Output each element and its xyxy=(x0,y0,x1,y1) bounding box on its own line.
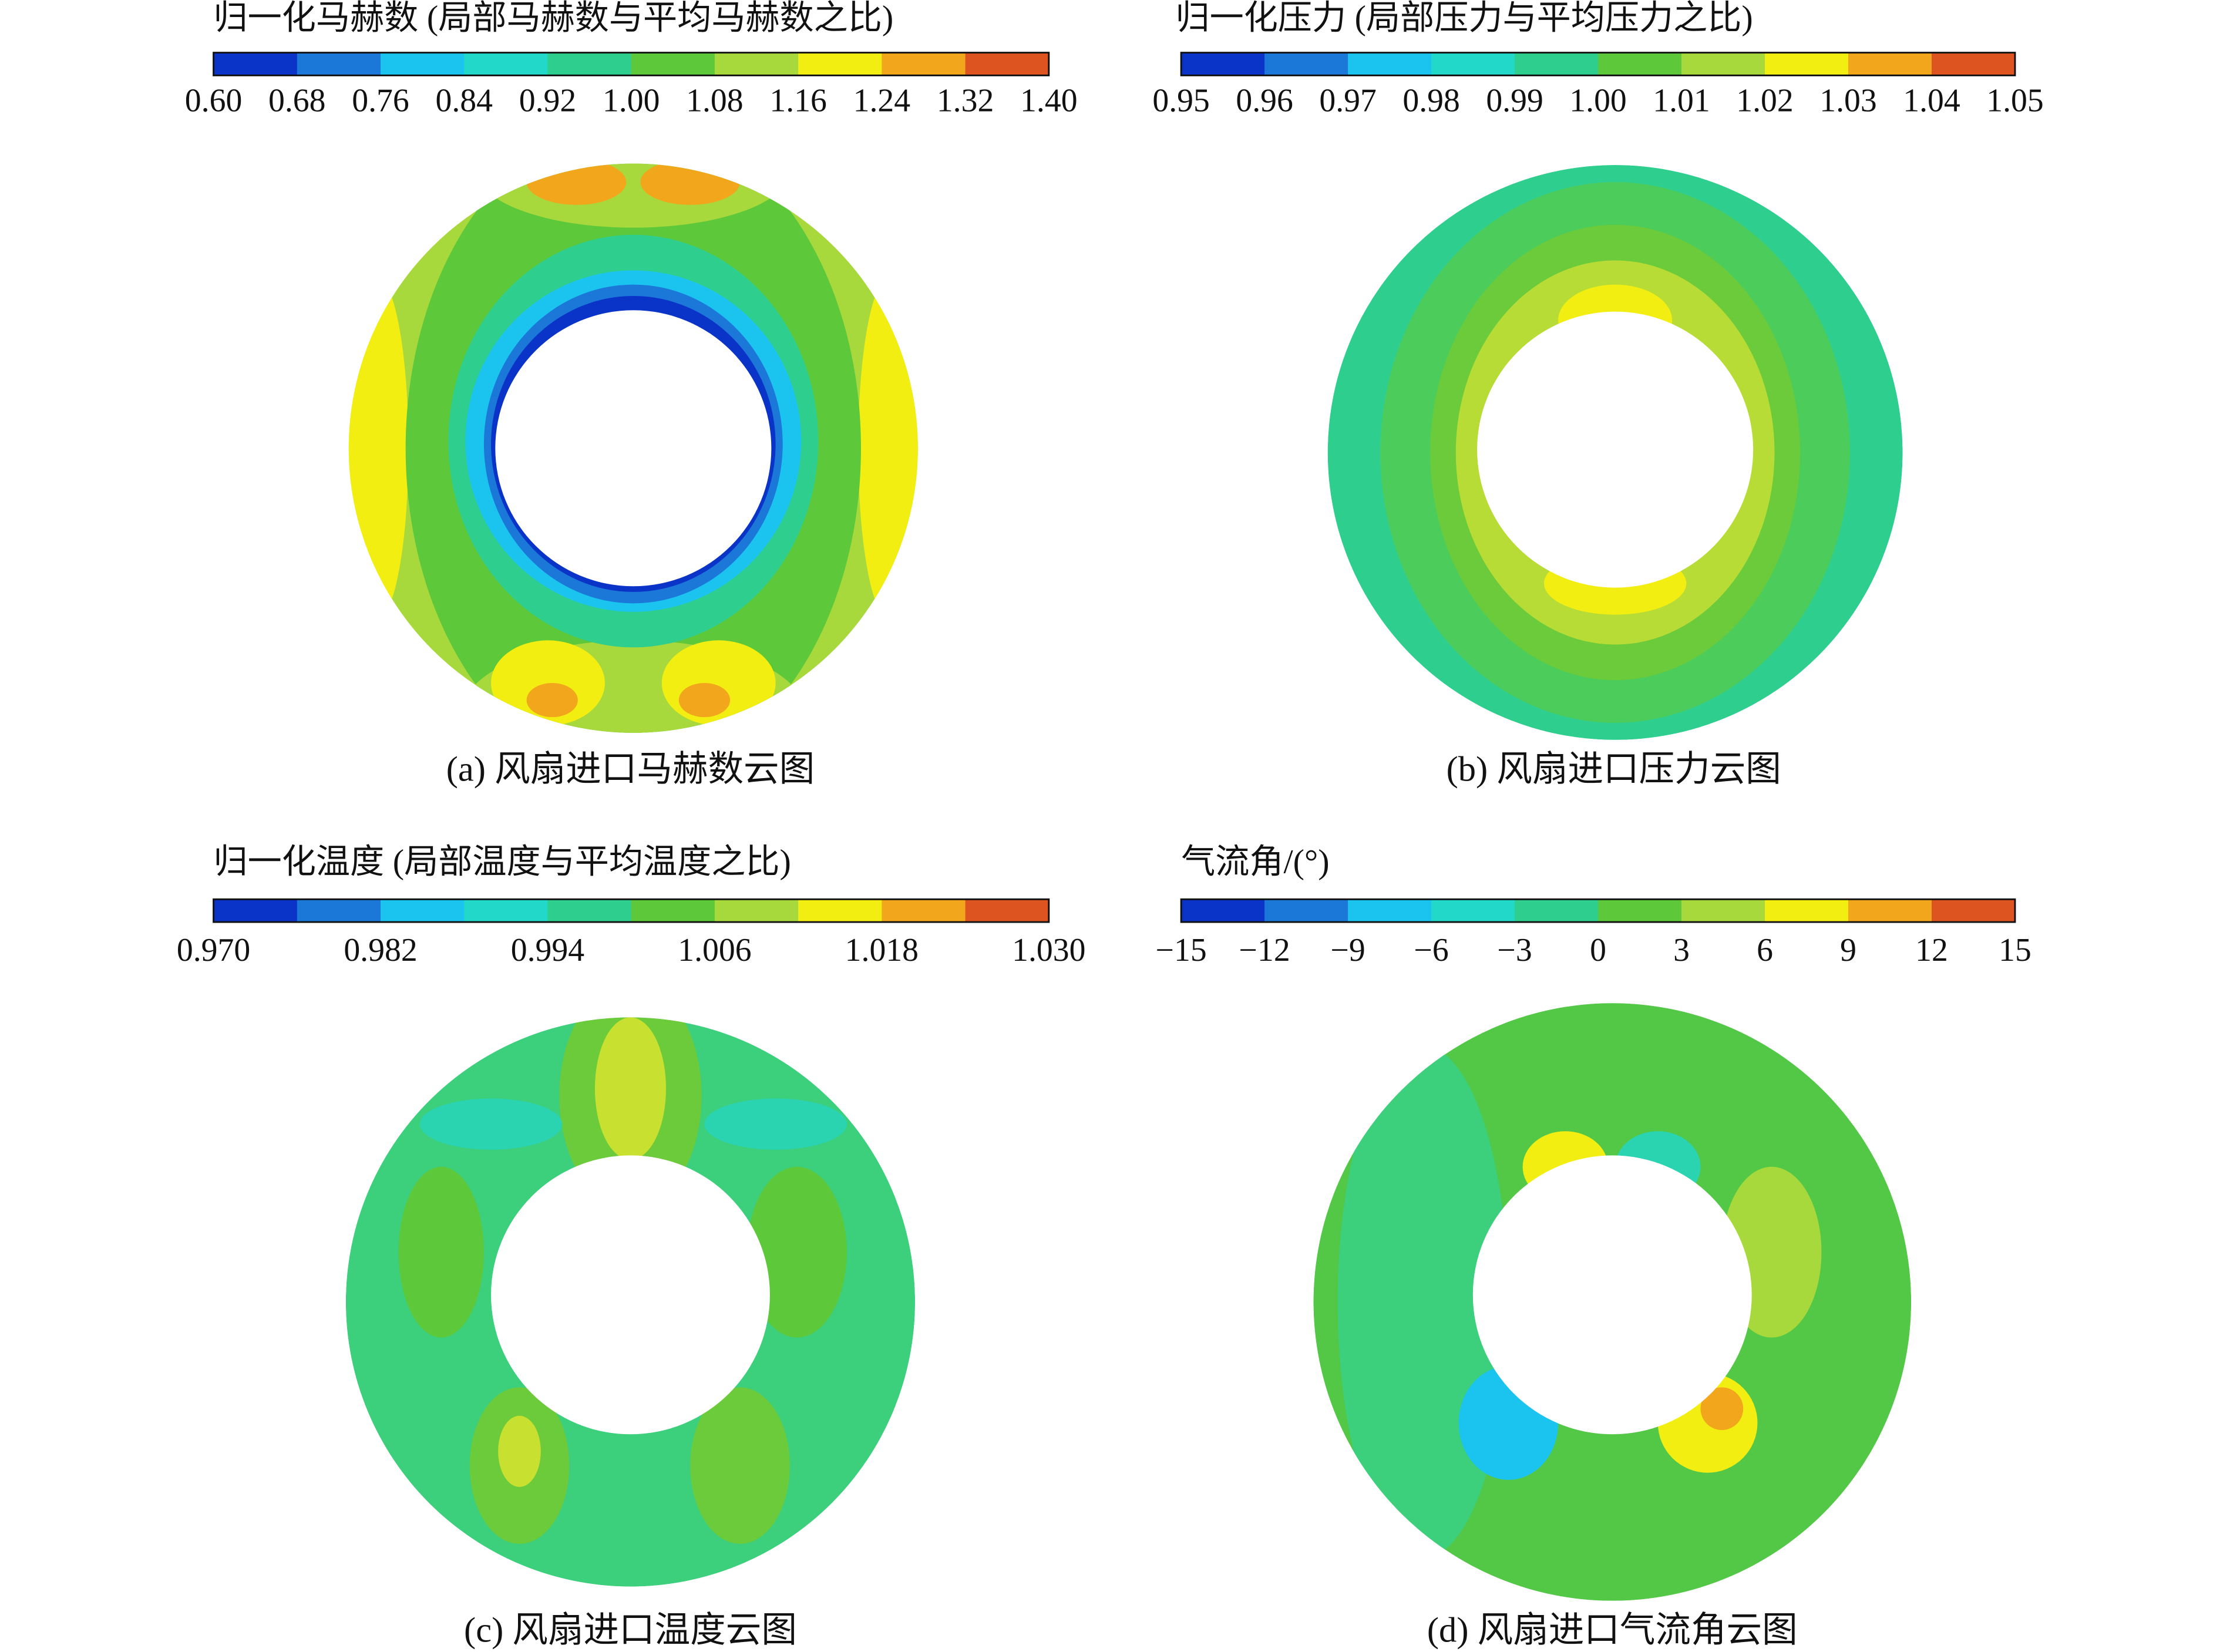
colorbar-tick-label: 1.00 xyxy=(1569,83,1627,119)
colorbar-tick-label: 1.018 xyxy=(845,932,919,968)
colorbar-title: 归一化压力 (局部压力与平均压力之比) xyxy=(1175,0,1753,37)
colorbar-segment xyxy=(1181,52,1265,76)
caption: (a) 风扇进口马赫数云图 xyxy=(446,750,815,789)
colorbar-segment xyxy=(297,899,381,923)
hub-c xyxy=(491,1155,770,1435)
colorbar-segment xyxy=(1848,899,1932,923)
colorbar-segment xyxy=(1348,899,1432,923)
colorbar-tick-label: 0.97 xyxy=(1319,83,1377,119)
colorbar-segment xyxy=(297,52,381,76)
colorbar-segment xyxy=(1515,899,1599,923)
colorbar-segment xyxy=(1598,52,1682,76)
colorbar-tick-label: −3 xyxy=(1497,932,1532,968)
colorbar-segment xyxy=(1264,52,1348,76)
colorbar-segment xyxy=(381,899,465,923)
colorbar-tick-label: 0.95 xyxy=(1152,83,1210,119)
colorbar-tick-label: 1.16 xyxy=(769,83,827,119)
colorbar-title: 气流角/(°) xyxy=(1181,842,1329,880)
colorbar-segment xyxy=(1181,899,1265,923)
colorbar-frame xyxy=(213,898,1050,923)
colorbar-tick-label: 0.99 xyxy=(1486,83,1543,119)
colorbar-tick-label: 0.98 xyxy=(1402,83,1460,119)
colorbar-segment xyxy=(1598,899,1682,923)
colorbar-segment xyxy=(965,899,1050,923)
colorbar-title: 归一化马赫数 (局部马赫数与平均马赫数之比) xyxy=(214,0,894,37)
colorbar-segment xyxy=(1765,899,1849,923)
hub-a xyxy=(495,310,772,587)
colorbar-segment xyxy=(213,52,298,76)
colorbar-tick-label: 1.02 xyxy=(1736,83,1794,119)
colorbar-segment xyxy=(1681,52,1765,76)
colorbar-segment xyxy=(882,899,966,923)
colorbar-segment xyxy=(631,899,715,923)
colorbar-segment xyxy=(798,899,883,923)
colorbar-segment xyxy=(1515,52,1599,76)
colorbar-tick-label: 3 xyxy=(1673,932,1690,968)
colorbar-title: 归一化温度 (局部温度与平均温度之比) xyxy=(214,842,791,880)
colorbar-tick-label: 12 xyxy=(1915,932,1948,968)
caption: (c) 风扇进口温度云图 xyxy=(464,1610,797,1650)
caption: (b) 风扇进口压力云图 xyxy=(1447,750,1781,789)
colorbar-tick-label: −9 xyxy=(1330,932,1365,968)
colorbar-segment xyxy=(464,52,549,76)
colorbar-segment xyxy=(1348,52,1432,76)
colorbar-segment xyxy=(464,899,549,923)
colorbar-tick-label: −15 xyxy=(1156,932,1207,968)
colorbar-segment xyxy=(381,52,465,76)
colorbar-tick-label: 0.92 xyxy=(519,83,577,119)
colorbar-segment xyxy=(1931,899,2016,923)
colorbar-tick-label: 1.04 xyxy=(1903,83,1960,119)
colorbar-segment xyxy=(714,899,799,923)
colorbar-tick-label: 1.05 xyxy=(1986,83,2044,119)
colorbar-tick-label: 0.982 xyxy=(344,932,417,968)
colorbar-tick-label: 0.970 xyxy=(177,932,250,968)
colorbar-segment xyxy=(882,52,966,76)
colorbar-tick-label: −6 xyxy=(1414,932,1448,968)
colorbar-frame xyxy=(1180,52,2016,76)
colorbar-tick-label: 0.84 xyxy=(435,83,493,119)
colorbar-tick-label: 0 xyxy=(1590,932,1606,968)
colorbar-segment xyxy=(1431,52,1515,76)
colorbar-segment xyxy=(1931,52,2016,76)
colorbar-tick-label: 1.32 xyxy=(937,83,994,119)
colorbar-segment xyxy=(213,899,298,923)
colorbar-tick-label: 0.96 xyxy=(1236,83,1293,119)
colorbar-segment xyxy=(798,52,883,76)
colorbar-frame xyxy=(1180,898,2016,923)
colorbar-frame xyxy=(213,52,1050,76)
colorbar-segment xyxy=(1681,899,1765,923)
colorbar-segment xyxy=(965,52,1050,76)
colorbar-tick-label: 1.01 xyxy=(1653,83,1710,119)
colorbar-tick-label: 1.24 xyxy=(853,83,911,119)
caption: (d) 风扇进口气流角云图 xyxy=(1427,1610,1798,1650)
colorbar-segment xyxy=(547,899,632,923)
colorbar-tick-label: 1.03 xyxy=(1819,83,1877,119)
colorbar-tick-label: −12 xyxy=(1239,932,1290,968)
colorbar-tick-label: 6 xyxy=(1757,932,1773,968)
colorbar-tick-label: 15 xyxy=(1999,932,2031,968)
colorbar-tick-label: 0.994 xyxy=(511,932,584,968)
hub-b xyxy=(1477,311,1754,588)
colorbar-segment xyxy=(1431,899,1515,923)
colorbar-segment xyxy=(547,52,632,76)
colorbar-tick-label: 1.00 xyxy=(603,83,660,119)
colorbar-tick-label: 0.76 xyxy=(352,83,409,119)
colorbar-segment xyxy=(1848,52,1932,76)
colorbar-tick-label: 1.006 xyxy=(678,932,751,968)
hub-d xyxy=(1472,1155,1752,1435)
colorbar-tick-label: 9 xyxy=(1840,932,1856,968)
colorbar-tick-label: 0.68 xyxy=(268,83,326,119)
colorbar-segment xyxy=(631,52,715,76)
colorbar-tick-label: 1.08 xyxy=(686,83,744,119)
colorbar-segment xyxy=(714,52,799,76)
colorbar-tick-label: 0.60 xyxy=(185,83,243,119)
colorbar-tick-label: 1.030 xyxy=(1012,932,1085,968)
colorbar-segment xyxy=(1765,52,1849,76)
colorbar-tick-label: 1.40 xyxy=(1020,83,1078,119)
colorbar-segment xyxy=(1264,899,1348,923)
